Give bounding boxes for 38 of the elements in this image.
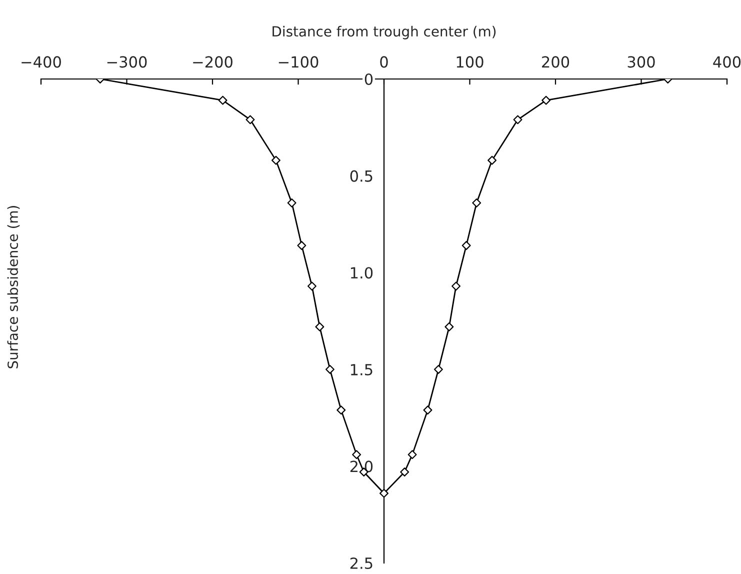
point: [444, 322, 454, 332]
point: [488, 156, 497, 165]
point: [408, 450, 417, 460]
point: [380, 488, 388, 498]
x-axis-title: Distance from trough center (m): [272, 26, 496, 40]
x-tick-label: 100: [456, 56, 484, 68]
x-tick-label: 200: [542, 56, 570, 68]
x-tick-label: −200: [193, 56, 232, 68]
x-tick-label: 400: [713, 56, 741, 68]
x-tick-label: 300: [628, 56, 655, 68]
point: [271, 156, 280, 165]
y-tick-label: 1.0: [350, 267, 373, 279]
point: [307, 282, 316, 291]
x-tick-label: −100: [278, 56, 318, 68]
point: [542, 96, 551, 105]
point: [297, 241, 306, 250]
point: [400, 468, 410, 476]
point: [462, 241, 471, 250]
point: [423, 406, 432, 415]
point: [336, 406, 346, 415]
point: [246, 115, 255, 124]
y-tick-label: 1.5: [350, 364, 372, 376]
point: [218, 96, 228, 105]
y-axis-title: Surface subsidence (m): [7, 206, 20, 368]
y-tick-label: 0: [364, 73, 373, 86]
point: [452, 282, 461, 291]
point: [352, 450, 362, 460]
x-tick-label: −300: [107, 56, 147, 68]
point: [287, 198, 296, 208]
x-tick-label: −400: [22, 56, 61, 68]
y-tick-label: 2.5: [350, 557, 372, 570]
point: [513, 115, 522, 124]
point: [434, 364, 443, 374]
point: [472, 198, 482, 208]
y-tick-label: 0.5: [350, 170, 372, 182]
x-tick-label: 0: [380, 56, 388, 68]
point: [325, 364, 334, 374]
point: [315, 322, 324, 332]
